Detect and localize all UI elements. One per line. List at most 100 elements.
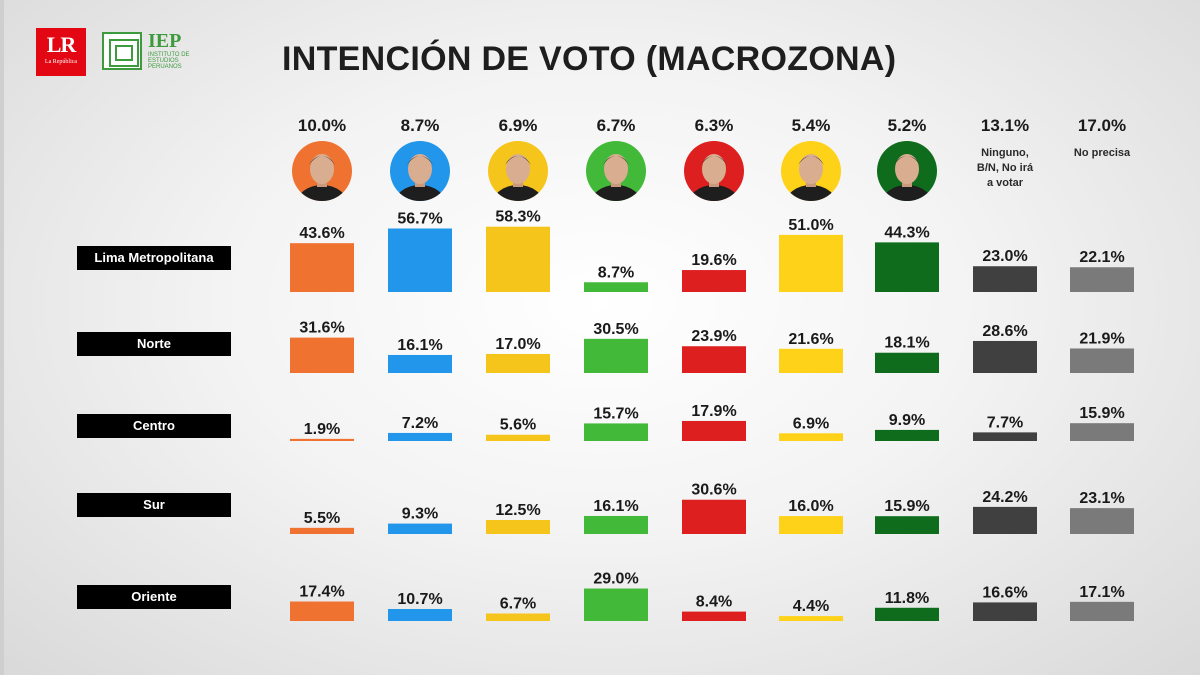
bar-value-label: 6.7% (500, 595, 536, 612)
bar (486, 353, 550, 373)
candidate-total: 6.7% (596, 116, 636, 135)
bar (682, 499, 746, 534)
bar (875, 516, 939, 534)
region-label: Centro (77, 414, 231, 438)
bar-value-label: 28.6% (982, 323, 1027, 340)
candidate-total: 13.1% (980, 116, 1030, 135)
bar (290, 438, 354, 441)
bar-value-label: 51.0% (788, 217, 833, 234)
bar (388, 432, 452, 441)
bar (290, 337, 354, 373)
candidate-total: 17.0% (1077, 116, 1127, 135)
bar (973, 340, 1037, 373)
category-note: No precisa (1073, 147, 1131, 159)
bar (973, 432, 1037, 441)
bar (388, 609, 452, 621)
region-label: Sur (77, 493, 231, 517)
bar (388, 523, 452, 534)
bar (388, 354, 452, 373)
bar (584, 423, 648, 441)
bar (1070, 423, 1134, 441)
bar-value-label: 23.1% (1079, 490, 1124, 507)
bar-value-label: 16.0% (788, 498, 833, 515)
region-label: Norte (77, 332, 231, 356)
bar (388, 228, 452, 292)
bar (584, 282, 648, 292)
bar (682, 270, 746, 292)
iep-logo: IEP INSTITUTO DE ESTUDIOS PERUANOS (102, 30, 194, 74)
candidate-total: 8.7% (400, 116, 440, 135)
bar-value-label: 5.5% (304, 510, 340, 527)
bar (682, 611, 746, 621)
bar-value-label: 7.2% (402, 415, 438, 432)
bar (875, 607, 939, 621)
bar-value-label: 15.9% (1079, 405, 1124, 422)
candidate-avatar (781, 141, 841, 201)
candidate-avatar (684, 141, 744, 201)
bar (973, 602, 1037, 621)
bar (584, 588, 648, 621)
iep-logo-sub: INSTITUTO DE ESTUDIOS PERUANOS (148, 52, 190, 70)
bar-value-label: 31.6% (299, 320, 344, 337)
lr-logo-sub: La República (44, 59, 78, 65)
candidate-total: 5.4% (791, 116, 831, 135)
bar-value-label: 21.9% (1079, 330, 1124, 347)
candidate-avatar (292, 141, 352, 201)
bar (584, 338, 648, 373)
bar-value-label: 19.6% (691, 252, 736, 269)
region-label: Lima Metropolitana (77, 246, 231, 270)
bar (486, 434, 550, 441)
iep-emblem-icon (102, 32, 142, 70)
bar-value-label: 43.6% (299, 225, 344, 242)
candidate-avatar (488, 141, 548, 201)
bar-value-label: 17.1% (1079, 584, 1124, 601)
bar (1070, 348, 1134, 373)
bar (290, 243, 354, 292)
bar-value-label: 30.5% (593, 321, 638, 338)
bar-value-label: 9.9% (889, 412, 925, 429)
bar-value-label: 58.3% (495, 209, 540, 226)
frame-edge (0, 0, 4, 675)
bar (779, 516, 843, 534)
candidate-avatar (586, 141, 646, 201)
bar (290, 527, 354, 534)
bar (779, 348, 843, 373)
bar-value-label: 4.4% (793, 598, 829, 615)
bar-value-label: 23.0% (982, 248, 1027, 265)
bar (486, 520, 550, 534)
bar-value-label: 9.3% (402, 506, 438, 523)
chart-title: INTENCIÓN DE VOTO (MACROZONA) (282, 40, 897, 78)
bar (1070, 267, 1134, 292)
bar-value-label: 15.7% (593, 405, 638, 422)
bar-value-label: 22.1% (1079, 249, 1124, 266)
candidate-total: 5.2% (887, 116, 927, 135)
lr-logo-text: LR (46, 32, 77, 57)
la-republica-logo: LR La República (36, 28, 86, 76)
bar (973, 266, 1037, 292)
bar (779, 433, 843, 441)
bar-value-label: 6.9% (793, 415, 829, 432)
bar-value-label: 16.1% (397, 337, 442, 354)
bar (486, 226, 550, 292)
bar-value-label: 56.7% (397, 210, 442, 227)
candidate-avatar (877, 141, 937, 201)
bar-value-label: 1.9% (304, 421, 340, 438)
bar (1070, 508, 1134, 534)
iep-logo-text: IEP (148, 30, 182, 52)
bar-value-label: 17.4% (299, 584, 344, 601)
bar (875, 242, 939, 292)
bar-value-label: 11.8% (885, 590, 929, 607)
bar-value-label: 44.3% (884, 224, 929, 241)
bar (486, 613, 550, 621)
bar (875, 352, 939, 373)
bar-value-label: 8.7% (598, 264, 634, 281)
bar (973, 506, 1037, 534)
bar-value-label: 10.7% (397, 591, 442, 608)
bar-value-label: 16.1% (593, 498, 638, 515)
bar (682, 346, 746, 373)
bar-value-label: 30.6% (691, 482, 736, 499)
candidate-total: 6.9% (498, 116, 538, 135)
bar-value-label: 7.7% (987, 414, 1023, 431)
bar-value-label: 16.6% (982, 584, 1027, 601)
